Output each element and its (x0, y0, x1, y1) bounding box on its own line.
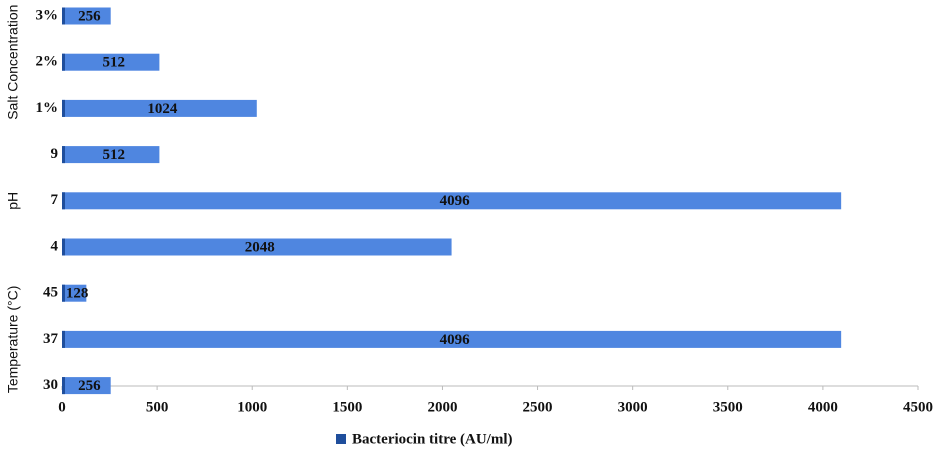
bar (62, 377, 111, 395)
bar (62, 53, 160, 71)
bar-edge (62, 7, 65, 25)
data-label: 1024 (147, 101, 178, 117)
x-tick-label: 1000 (237, 399, 267, 415)
bar (62, 284, 87, 302)
y-tick-label: 30 (43, 377, 58, 393)
data-label: 512 (102, 147, 125, 163)
x-tick-label: 0 (58, 399, 66, 415)
bar (62, 146, 160, 164)
y-tick-label: 4 (51, 238, 59, 254)
bar (62, 238, 452, 256)
x-tick-label: 4000 (808, 399, 838, 415)
data-label: 4096 (440, 193, 471, 209)
y-tick-label: 9 (51, 146, 59, 162)
legend-label: Bacteriocin titre (AU/ml) (352, 431, 513, 447)
x-tick-label: 2000 (427, 399, 457, 415)
bar-edge (62, 53, 65, 71)
group-label: pH (5, 192, 21, 210)
group-label: Temperature (°C) (5, 286, 21, 394)
x-tick-label: 1500 (332, 399, 362, 415)
bar (62, 192, 842, 210)
bar (62, 330, 842, 348)
group-label: Salt Concentration (5, 5, 21, 120)
bar-edge (62, 284, 65, 302)
data-label: 128 (66, 286, 89, 302)
y-tick-label: 1% (36, 100, 59, 116)
data-label: 2048 (245, 239, 275, 255)
bar-edge (62, 377, 65, 395)
bar (62, 7, 111, 25)
x-tick-label: 500 (146, 399, 169, 415)
y-tick-label: 37 (43, 331, 59, 347)
y-tick-label: 2% (36, 54, 59, 70)
x-tick-label: 3000 (618, 399, 648, 415)
bar (62, 99, 257, 117)
y-tick-label: 45 (43, 285, 58, 301)
bar-edge (62, 238, 65, 256)
data-label: 4096 (440, 332, 471, 348)
data-label: 256 (78, 8, 101, 24)
data-label: 512 (102, 55, 125, 71)
bar-edge (62, 330, 65, 348)
legend-swatch (336, 434, 346, 444)
x-tick-label: 4500 (903, 399, 933, 415)
y-tick-label: 3% (36, 7, 59, 23)
bar-edge (62, 99, 65, 117)
bar-edge (62, 192, 65, 210)
x-tick-label: 2500 (523, 399, 553, 415)
bar-edge (62, 146, 65, 164)
data-label: 256 (78, 378, 101, 394)
x-tick-label: 3500 (713, 399, 743, 415)
y-tick-label: 7 (51, 192, 59, 208)
